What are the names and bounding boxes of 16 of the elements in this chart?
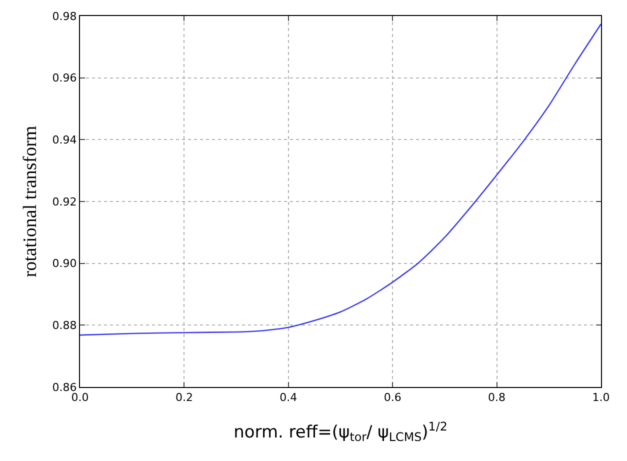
line-series <box>80 23 601 336</box>
x-axis-title: norm. reff=(ψ$_{tor}$/ ψ$_{LCMS}$)$^{1/2}$ <box>234 419 448 444</box>
y-tick-label: 0.98 <box>52 10 77 23</box>
y-tick-label: 0.86 <box>52 380 77 394</box>
x-tick-label: 0.0 <box>71 391 89 404</box>
x-tick-label: 0.8 <box>488 391 506 404</box>
y-tick-label: 0.94 <box>52 134 77 147</box>
y-tick-label: 0.92 <box>52 195 77 208</box>
x-tick-label: 0.6 <box>384 391 402 404</box>
x-tick-label: 0.2 <box>175 391 193 404</box>
y-tick-label: 0.88 <box>52 319 77 332</box>
x-tick-label: 1.0 <box>592 391 610 404</box>
y-axis-title: rotational transform <box>20 126 42 278</box>
y-tick-label: 0.96 <box>52 72 77 85</box>
y-tick-label: 0.90 <box>52 257 77 270</box>
x-tick-label: 0.4 <box>280 391 298 404</box>
